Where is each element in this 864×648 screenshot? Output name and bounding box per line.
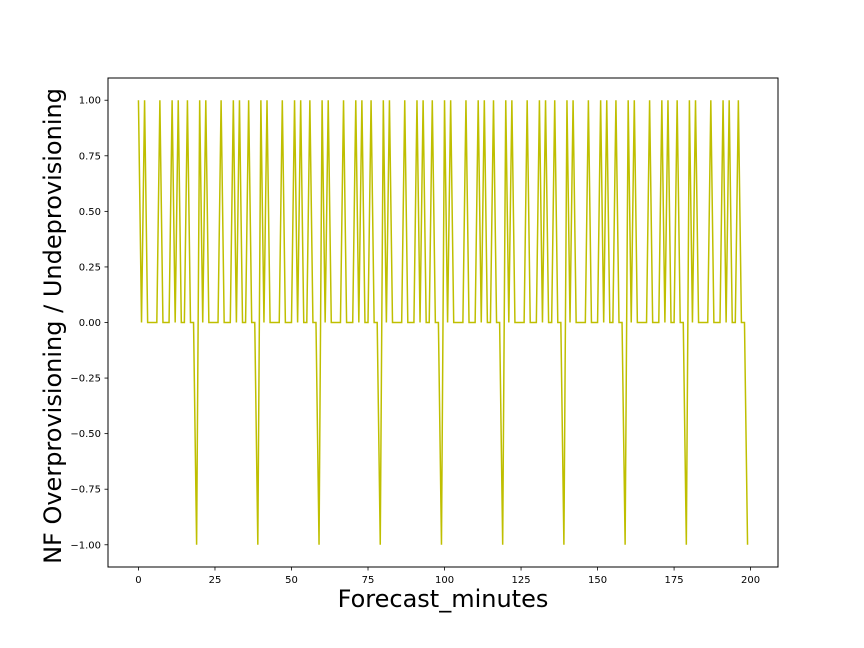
x-tick-label: 75 [362,575,375,586]
y-tick-label: −0.75 [70,485,101,496]
plot-frame [107,77,779,568]
y-tick-label: 0.00 [79,318,101,329]
x-tick-label: 25 [209,575,222,586]
x-tick-label: 100 [435,575,454,586]
y-tick-label: −0.50 [70,429,101,440]
y-tick-label: 0.75 [79,151,101,162]
x-tick-label: 175 [665,575,684,586]
x-tick-label: 200 [741,575,760,586]
x-axis-title: Forecast_minutes [338,585,549,613]
y-tick-label: −0.25 [70,374,101,385]
y-tick-label: 0.50 [79,207,101,218]
x-axis-ticks: 0 25 50 75 100 125 150 175 200 [135,567,760,586]
x-tick-label: 0 [135,575,141,586]
x-tick-label: 125 [512,575,531,586]
x-tick-label: 150 [588,575,607,586]
y-tick-label: −1.00 [70,540,101,551]
y-tick-label: 0.25 [79,262,101,273]
y-axis-ticks: 1.00 0.75 0.50 0.25 0.00 −0.25 −0.50 −0.75 −1.00 [70,96,108,551]
y-tick-label: 1.00 [79,96,101,107]
series-layer [137,100,749,545]
x-tick-label: 50 [285,575,298,586]
y-axis-title: NF Overprovisioning / Undeprovisioning [39,88,67,564]
series-line [137,100,749,545]
